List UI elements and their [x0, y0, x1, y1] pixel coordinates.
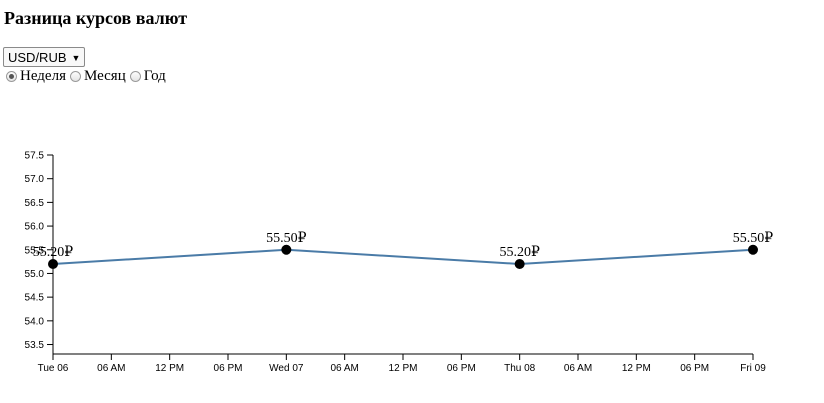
data-label: 55.20₽ [33, 245, 74, 260]
y-tick-label: 55.0 [25, 269, 45, 280]
y-tick-label: 57.0 [25, 174, 45, 185]
y-tick-label: 55.5 [25, 245, 45, 256]
period-option-month[interactable]: Месяц [69, 68, 126, 85]
period-radio-group: Неделя Месяц Год [6, 68, 170, 85]
x-tick-label: 06 PM [680, 363, 709, 374]
x-tick-label: 06 PM [447, 363, 476, 374]
chevron-down-icon: ▼ [71, 52, 81, 63]
x-tick-label: 12 PM [155, 363, 184, 374]
x-tick-label: 06 AM [97, 363, 125, 374]
data-point [514, 258, 525, 269]
currency-pair-select[interactable]: USD/RUB ▼ [3, 47, 86, 67]
page-title: Разница курсов валют [4, 8, 188, 28]
series-line [52, 248, 754, 265]
period-option-year[interactable]: Год [129, 68, 166, 85]
currency-pair-value: USD/RUB [8, 50, 67, 65]
period-radio-week[interactable] [6, 71, 17, 82]
x-tick-label: 06 AM [564, 363, 592, 374]
y-tick-label: 53.5 [25, 340, 45, 351]
y-tick-label: 54.0 [25, 316, 45, 327]
period-label-year: Год [143, 68, 166, 84]
x-tick-label: Tue 06 [38, 363, 69, 374]
x-tick-label: 12 PM [389, 363, 418, 374]
y-tick-label: 54.5 [25, 293, 45, 304]
data-label: 55.50₽ [266, 231, 307, 246]
x-tick-label: Fri 09 [740, 363, 766, 374]
y-tick-label: 56.0 [25, 222, 45, 233]
data-label: 55.50₽ [733, 231, 774, 246]
period-label-month: Месяц [83, 68, 126, 84]
data-point [281, 244, 292, 255]
data-point [48, 258, 58, 269]
x-tick-label: Thu 08 [504, 363, 536, 374]
data-point [748, 244, 758, 255]
x-tick-label: 06 AM [330, 363, 358, 374]
y-tick-label: 57.5 [25, 151, 45, 162]
y-tick-label: 56.5 [25, 198, 45, 209]
period-radio-year[interactable] [129, 71, 141, 82]
period-option-week[interactable]: Неделя [6, 68, 66, 85]
data-label: 55.20₽ [499, 245, 540, 260]
x-tick-label: 06 PM [214, 363, 243, 374]
period-radio-month[interactable] [69, 71, 81, 82]
x-tick-label: 12 PM [622, 363, 651, 374]
x-tick-label: Wed 07 [269, 363, 304, 374]
period-label-week: Неделя [20, 68, 66, 84]
